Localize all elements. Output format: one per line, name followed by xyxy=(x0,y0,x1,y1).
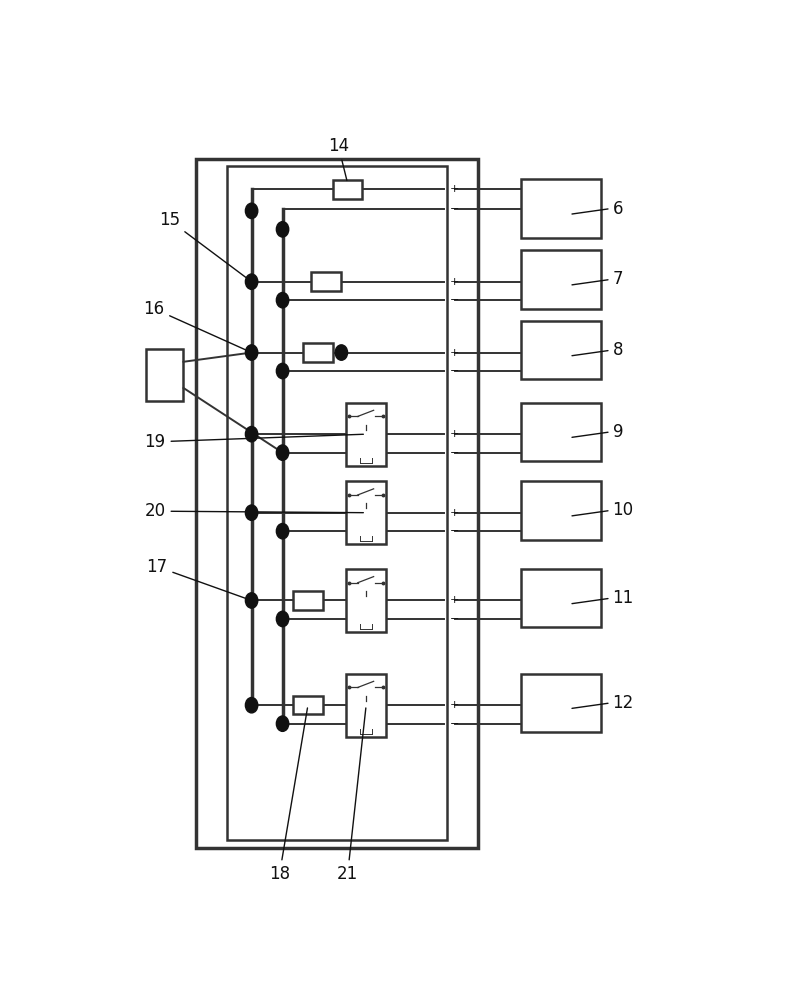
Text: −: − xyxy=(450,204,459,214)
Text: 17: 17 xyxy=(146,558,249,600)
Text: 6: 6 xyxy=(613,200,623,218)
Bar xyxy=(521,674,602,732)
Bar xyxy=(521,569,602,627)
Text: 12: 12 xyxy=(613,694,634,712)
Circle shape xyxy=(276,716,288,731)
Circle shape xyxy=(245,426,258,442)
Text: 9: 9 xyxy=(613,423,623,441)
Text: 20: 20 xyxy=(145,502,364,520)
Text: 18: 18 xyxy=(269,708,308,883)
Bar xyxy=(303,343,332,362)
Text: −: − xyxy=(450,719,459,729)
Bar xyxy=(346,403,386,466)
Circle shape xyxy=(245,593,258,608)
Text: +: + xyxy=(450,184,459,194)
Circle shape xyxy=(336,345,348,360)
Text: 15: 15 xyxy=(159,211,249,280)
Text: +: + xyxy=(450,595,459,605)
Bar xyxy=(227,166,447,840)
Bar xyxy=(311,272,340,291)
Text: +: + xyxy=(450,429,459,439)
Text: 16: 16 xyxy=(143,300,249,351)
Bar xyxy=(196,158,478,848)
Bar xyxy=(346,481,386,544)
Circle shape xyxy=(245,698,258,713)
Text: +: + xyxy=(450,508,459,518)
Circle shape xyxy=(245,505,258,520)
Circle shape xyxy=(276,611,288,627)
Circle shape xyxy=(245,345,258,360)
Text: −: − xyxy=(450,448,459,458)
Circle shape xyxy=(245,274,258,289)
Text: 8: 8 xyxy=(613,341,623,359)
Bar xyxy=(293,591,323,610)
Text: 11: 11 xyxy=(613,589,634,607)
Bar xyxy=(521,481,602,540)
Text: 21: 21 xyxy=(337,708,366,883)
Bar xyxy=(346,674,386,737)
Text: +: + xyxy=(450,700,459,710)
Text: 10: 10 xyxy=(613,501,634,519)
Text: −: − xyxy=(450,366,459,376)
Circle shape xyxy=(276,222,288,237)
Bar xyxy=(332,180,363,199)
Circle shape xyxy=(276,292,288,308)
Bar xyxy=(521,321,602,379)
Text: +: + xyxy=(450,348,459,358)
Circle shape xyxy=(276,445,288,460)
Circle shape xyxy=(276,523,288,539)
Bar xyxy=(521,403,602,461)
Circle shape xyxy=(276,363,288,379)
Text: 19: 19 xyxy=(145,433,364,451)
Bar xyxy=(521,250,602,309)
Bar xyxy=(521,179,602,238)
Bar xyxy=(146,349,184,401)
Text: 14: 14 xyxy=(328,137,349,180)
Bar xyxy=(293,696,323,714)
Text: −: − xyxy=(450,295,459,305)
Text: 7: 7 xyxy=(613,270,623,288)
Text: −: − xyxy=(450,526,459,536)
Circle shape xyxy=(245,203,258,219)
Text: −: − xyxy=(450,614,459,624)
Text: +: + xyxy=(450,277,459,287)
Bar xyxy=(346,569,386,632)
